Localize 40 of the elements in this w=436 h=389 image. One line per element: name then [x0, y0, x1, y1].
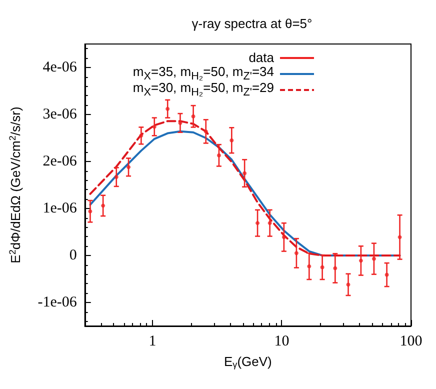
x-tick-label: 1 — [148, 334, 156, 350]
point — [256, 221, 260, 226]
point — [294, 251, 298, 256]
point — [384, 272, 389, 277]
legend-label: data — [248, 50, 274, 66]
point — [152, 124, 156, 129]
y-tick-label: 4e-06 — [42, 60, 78, 76]
point — [126, 165, 131, 170]
y-tick-label: -1e-06 — [38, 294, 78, 310]
y-tick-label: 3e-06 — [42, 106, 78, 122]
point — [398, 235, 402, 240]
y-tick-label: 2e-06 — [42, 154, 78, 170]
legend-label: m$_{X}$=30, m$_{H₂}$=50, m$_{Z'}$=29 — [132, 80, 274, 98]
chart-title: γ-ray spectra at θ=5° — [192, 16, 312, 31]
y-tick-label: 1e-06 — [42, 200, 78, 216]
x-tick-label: 10 — [274, 334, 290, 350]
point — [178, 120, 182, 125]
point — [242, 171, 247, 176]
legend-label: m$_{X}$=35, m$_{H₂}$=50, m$_{Z'}$=34 — [132, 64, 274, 82]
point — [88, 209, 92, 214]
point — [307, 264, 312, 268]
point — [333, 266, 338, 270]
point — [372, 256, 376, 261]
point — [114, 175, 118, 180]
point — [282, 235, 286, 240]
point — [191, 114, 196, 118]
point — [230, 138, 234, 142]
y-tick-label: 0 — [69, 248, 77, 264]
point — [358, 258, 363, 263]
point — [166, 106, 170, 111]
point — [268, 221, 272, 226]
x-tick-label: 100 — [400, 334, 422, 350]
point — [139, 134, 144, 138]
x-axis-title: Eγ(GeV) — [224, 354, 272, 370]
point — [216, 153, 221, 158]
point — [204, 129, 208, 134]
point — [320, 265, 324, 270]
point — [101, 204, 106, 208]
y-axis-title: E2dΦ/dEdΩ (GeV/cm2/s/sr) — [8, 106, 23, 264]
point — [346, 282, 350, 287]
